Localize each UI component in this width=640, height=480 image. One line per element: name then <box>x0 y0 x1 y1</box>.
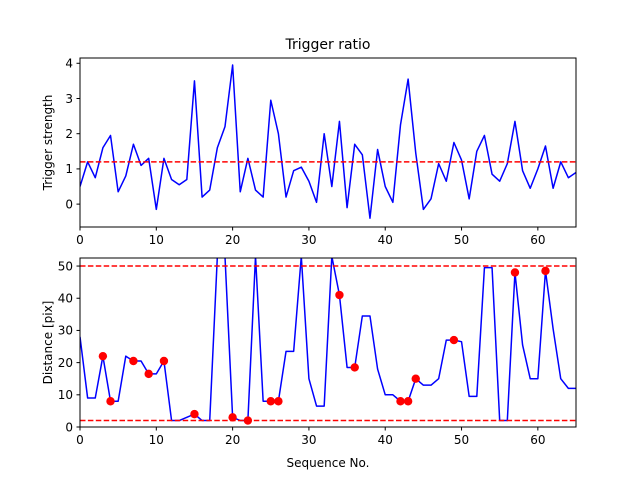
axes-frame <box>79 257 577 428</box>
x-tick-label: 50 <box>454 433 469 447</box>
marker-point <box>243 416 253 425</box>
y-tick-label: 20 <box>58 356 73 370</box>
marker-point <box>350 363 359 372</box>
marker-point <box>335 290 344 300</box>
chart-title: Trigger ratio <box>284 37 370 53</box>
x-tick-label: 50 <box>454 233 469 247</box>
y-axis-label: Distance [pix] <box>41 301 55 385</box>
marker-point <box>106 397 115 406</box>
y-tick-label: 0 <box>65 420 73 434</box>
plot-area <box>80 258 576 425</box>
marker-point <box>144 369 153 379</box>
series-line-1 <box>80 64 576 219</box>
y-tick-label: 3 <box>65 92 73 106</box>
x-tick-label: 10 <box>149 433 164 447</box>
x-tick-label: 0 <box>76 433 84 447</box>
y-axis-label: Trigger strength <box>41 95 55 192</box>
marker-point <box>129 356 138 366</box>
x-tick-label: 0 <box>76 233 84 247</box>
marker-point <box>266 397 275 406</box>
x-tick-label: 20 <box>225 233 240 247</box>
marker-point <box>396 397 405 406</box>
x-tick-label: 40 <box>378 433 393 447</box>
x-tick-label: 10 <box>149 233 164 247</box>
y-tick-label: 30 <box>58 324 73 338</box>
y-tick-label: 40 <box>58 292 73 306</box>
y-tick-label: 50 <box>58 259 73 273</box>
marker-point <box>228 413 237 422</box>
axes-frame <box>79 57 577 228</box>
marker-point <box>541 266 550 276</box>
x-axis-label: Sequence No. <box>287 456 370 470</box>
x-tick-label: 30 <box>301 433 316 447</box>
marker-point <box>98 351 108 361</box>
marker-point <box>159 356 169 366</box>
marker-point <box>403 397 413 406</box>
chart-2: 0 10 20 30 40 50 60 0 10 20 30 40 50 Sequence No. Dist… <box>41 257 577 470</box>
y-tick-label: 10 <box>58 388 73 402</box>
y-tick-label: 4 <box>65 57 73 71</box>
plot-area <box>80 64 576 219</box>
x-tick-label: 60 <box>530 433 545 447</box>
marker-point <box>411 374 420 383</box>
x-tick-label: 30 <box>301 233 316 247</box>
marker-point <box>190 409 199 419</box>
x-tick-label: 60 <box>530 233 545 247</box>
marker-point <box>274 397 283 406</box>
marker-point <box>510 268 520 277</box>
y-tick-label: 1 <box>65 162 73 176</box>
marker-point <box>449 335 459 345</box>
x-tick-label: 20 <box>225 433 240 447</box>
y-tick-label: 0 <box>65 197 73 211</box>
x-tick-label: 40 <box>378 233 393 247</box>
y-tick-label: 2 <box>65 127 73 141</box>
